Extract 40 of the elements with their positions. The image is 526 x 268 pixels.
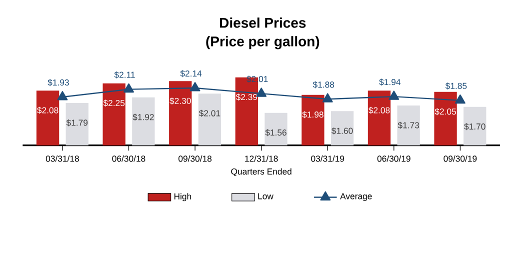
- data-label: $2.01: [198, 110, 220, 117]
- data-label: $1.60: [332, 127, 353, 134]
- legend-label: Average: [340, 193, 372, 201]
- data-label: $1.79: [66, 119, 88, 126]
- x-tick-label: 06/30/18: [112, 155, 146, 162]
- data-label: $2.14: [180, 70, 202, 78]
- x-tick-label: 03/31/19: [311, 155, 344, 162]
- point: [322, 93, 333, 102]
- x-tick-label: 09/30/19: [444, 155, 477, 162]
- x-tick-label: 06/30/19: [377, 155, 410, 162]
- x-tick-label: 09/30/18: [178, 155, 212, 162]
- data-label: $1.98: [302, 111, 324, 118]
- point: [388, 90, 400, 100]
- legend-label: Low: [258, 193, 274, 200]
- point: [124, 83, 134, 93]
- data-label: $2.08: [37, 106, 58, 114]
- data-label: $2.05: [434, 108, 456, 116]
- data-label: $2.25: [103, 100, 125, 107]
- point: [256, 88, 267, 97]
- data-label: $1.94: [379, 78, 400, 86]
- x-axis-title: Quarters Ended: [231, 168, 292, 176]
- data-label: $1.92: [132, 114, 154, 121]
- data-label: $2.30: [170, 97, 191, 104]
- point: [190, 82, 200, 92]
- x-tick-label: 12/31/18: [245, 155, 278, 162]
- data-label: $1.73: [398, 122, 420, 129]
- data-label: $1.56: [265, 129, 286, 136]
- data-label: $1.88: [312, 81, 334, 88]
- chart-subtitle: (Price per gallon): [206, 36, 320, 50]
- data-label: $2.08: [368, 106, 390, 114]
- data-label: $1.85: [445, 82, 467, 90]
- data-label: $2.11: [114, 71, 135, 78]
- x-tick-label: 03/31/18: [46, 155, 79, 162]
- data-label: $1.93: [48, 79, 69, 86]
- data-label: $2.39: [236, 94, 258, 101]
- legend-label: High: [174, 193, 192, 202]
- data-label: $1.70: [464, 123, 486, 130]
- point: [57, 91, 68, 100]
- chart-title: Diesel Prices: [220, 18, 306, 28]
- point: [454, 94, 466, 104]
